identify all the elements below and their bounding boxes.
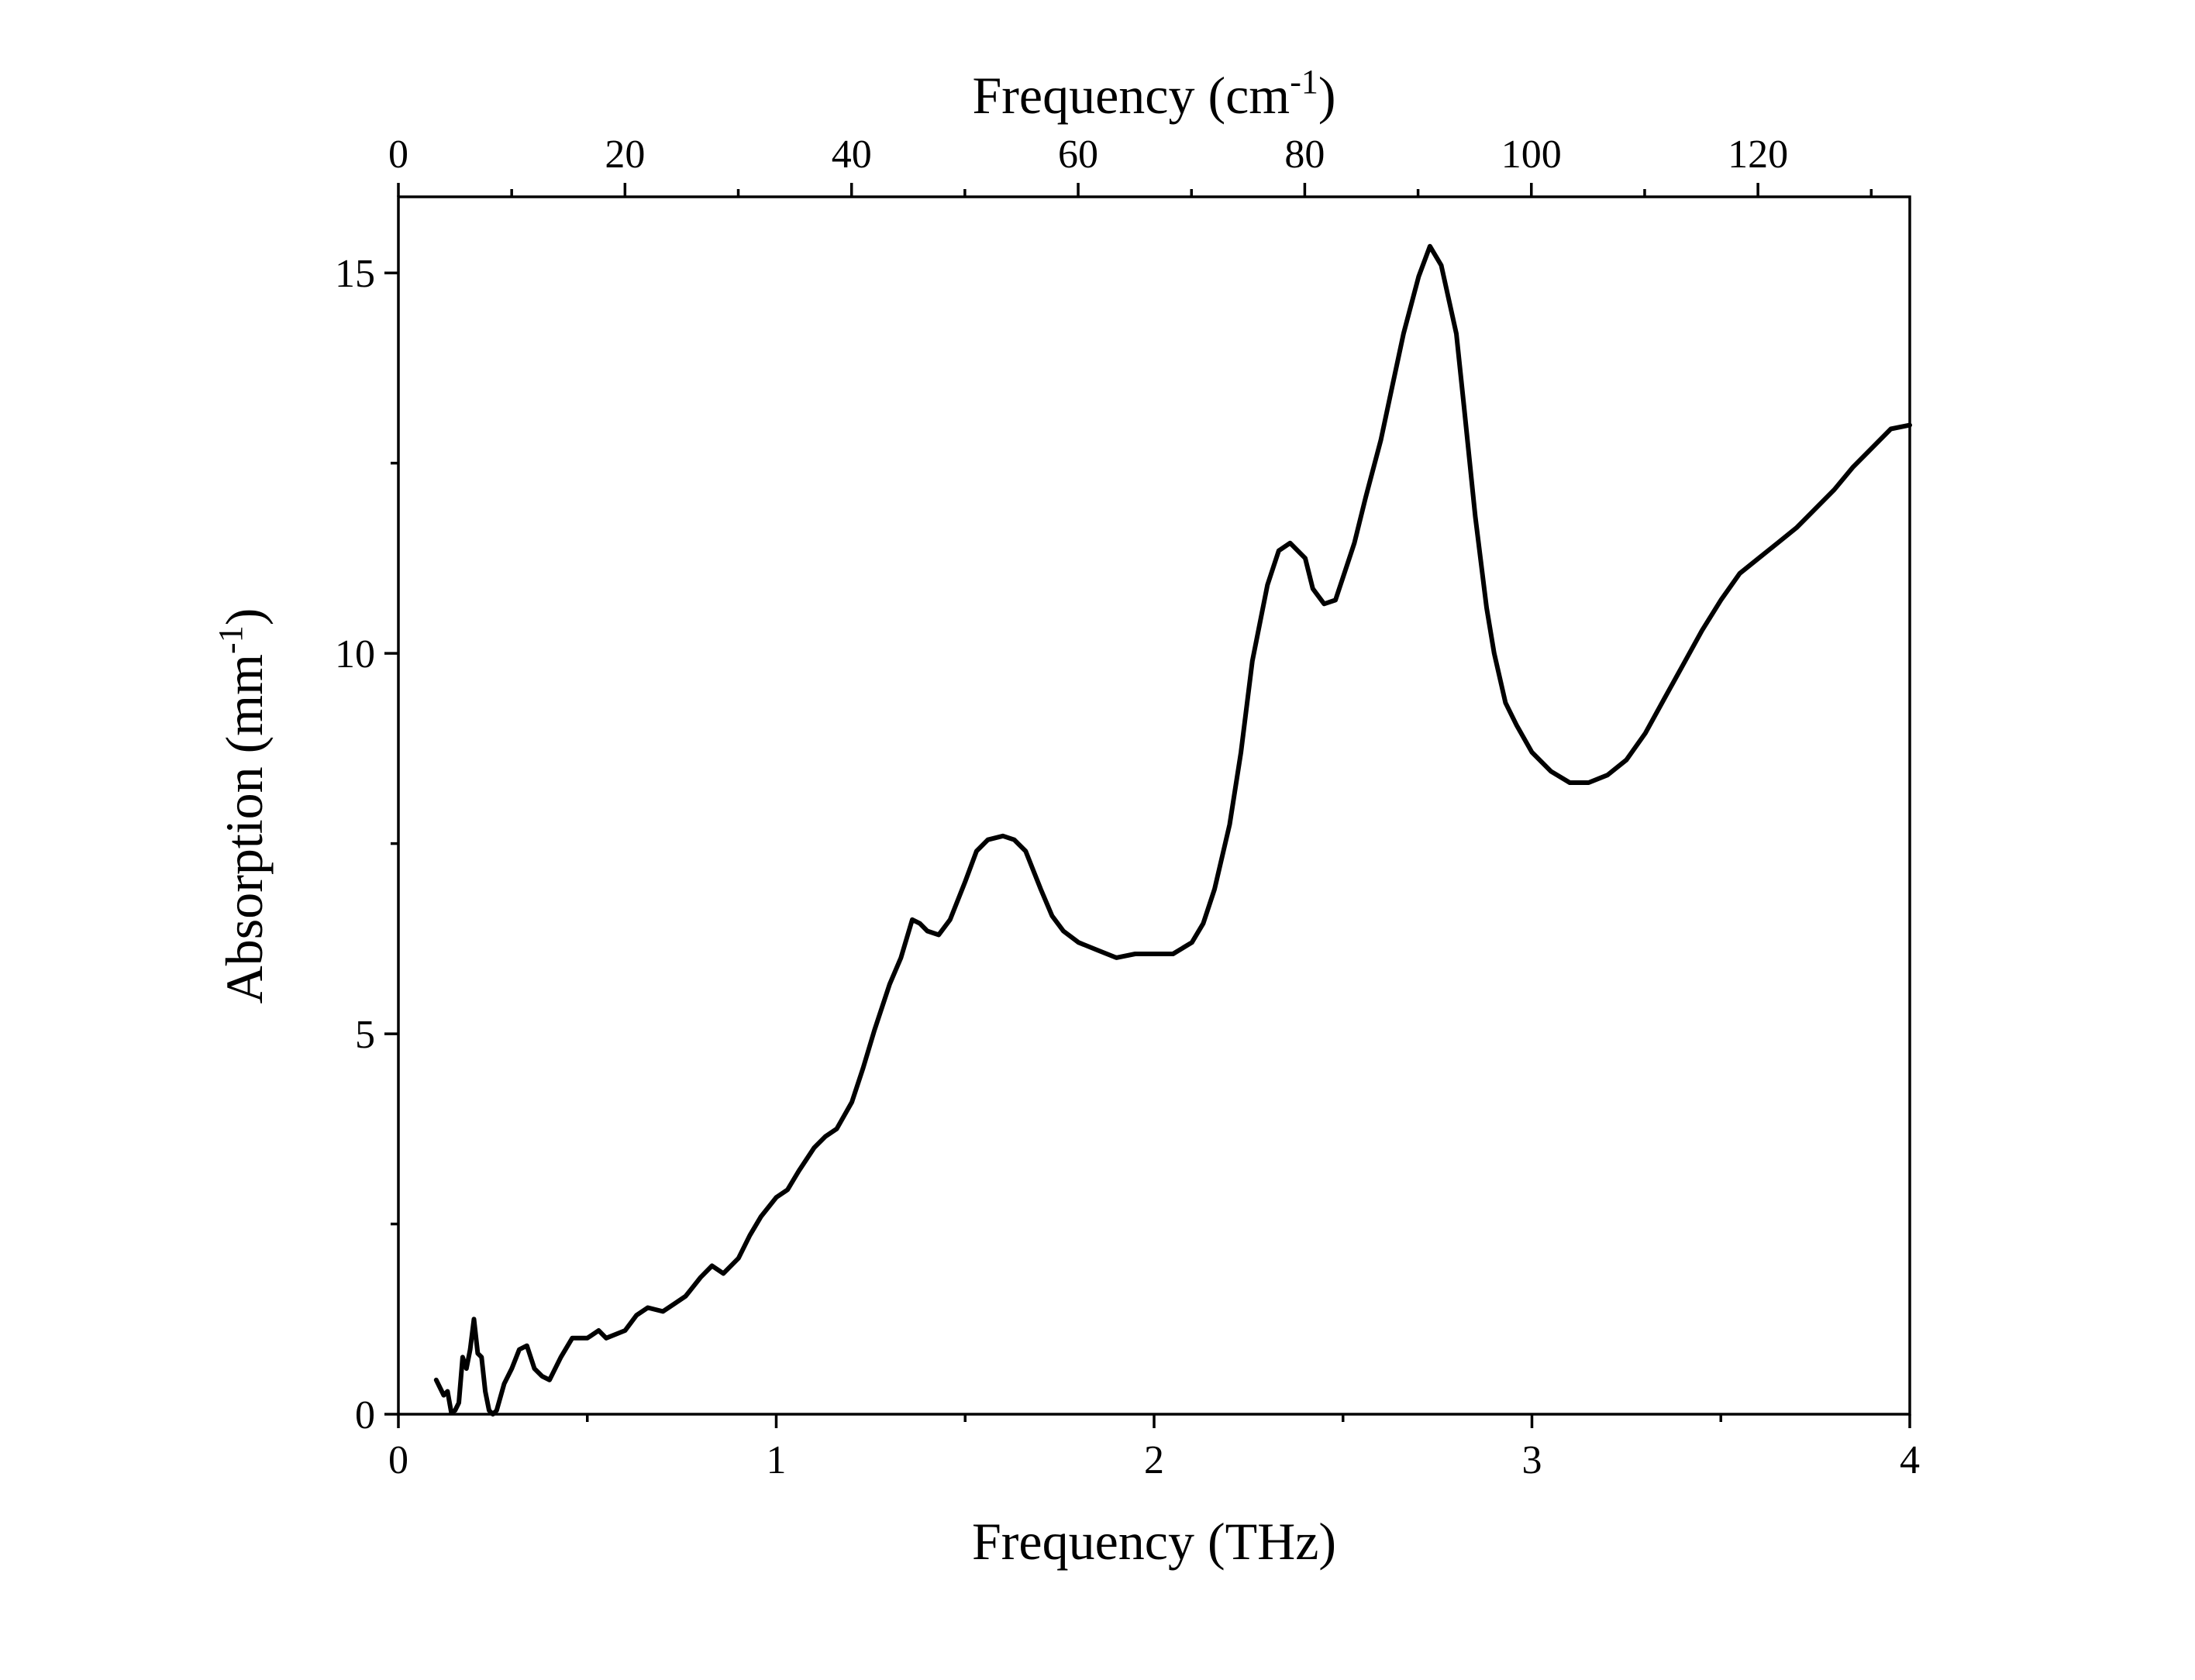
x-tick-label: 4 xyxy=(1900,1438,1920,1482)
y-axis-title-superscript: -1 xyxy=(212,625,250,654)
x-axis-title: Frequency (THz) xyxy=(972,1512,1336,1571)
x2-axis-title-tail: ) xyxy=(1318,66,1336,125)
y-axis-title-tail: ) xyxy=(215,608,274,626)
y-tick-label: 0 xyxy=(355,1393,375,1437)
tick-marks xyxy=(384,183,1911,1428)
y-tick-label: 5 xyxy=(355,1013,375,1057)
x2-tick-label: 20 xyxy=(605,133,645,177)
x-tick-label: 3 xyxy=(1522,1438,1542,1482)
x2-axis-title-text: Frequency (cm xyxy=(972,66,1290,125)
x2-tick-label: 0 xyxy=(388,133,408,177)
absorption-series-line xyxy=(433,243,1912,1417)
x2-axis-title: Frequency (cm-1) xyxy=(972,63,1335,125)
x-tick-label: 1 xyxy=(767,1438,787,1482)
x-tick-label: 0 xyxy=(388,1438,408,1482)
x-tick-label: 2 xyxy=(1144,1438,1164,1482)
x2-tick-label: 40 xyxy=(832,133,872,177)
x2-tick-label: 100 xyxy=(1501,133,1562,177)
x2-axis-title-superscript: -1 xyxy=(1290,63,1318,101)
y-axis-title: Absorption (mm-1) xyxy=(212,608,274,1004)
x2-tick-label: 120 xyxy=(1728,133,1788,177)
y-tick-label: 10 xyxy=(335,632,375,676)
x2-tick-label: 80 xyxy=(1284,133,1325,177)
y-axis-title-text: Absorption (mm xyxy=(215,654,274,1004)
plot-frame xyxy=(397,195,1911,1416)
x2-tick-label: 60 xyxy=(1058,133,1098,177)
y-tick-label: 15 xyxy=(335,252,375,296)
